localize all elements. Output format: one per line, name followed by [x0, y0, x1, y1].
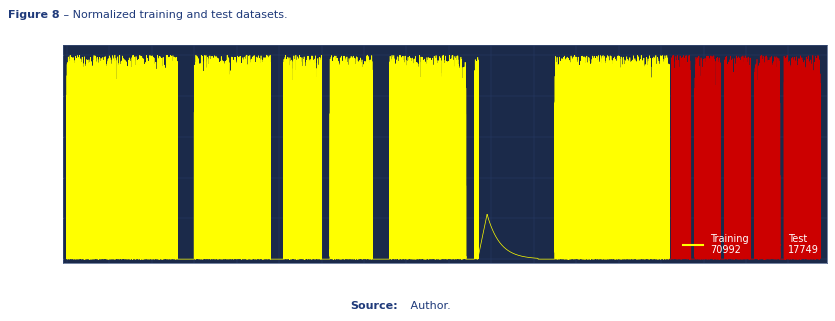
Y-axis label: Temperature: Temperature [28, 121, 38, 187]
Text: Source:: Source: [351, 301, 398, 311]
Text: Author.: Author. [407, 301, 451, 311]
Title: Normalized training and test datasets: Normalized training and test datasets [346, 33, 544, 43]
Legend: Training
70992, Test
17749: Training 70992, Test 17749 [681, 231, 822, 258]
Text: Figure 8: Figure 8 [8, 10, 60, 20]
Text: – Normalized training and test datasets.: – Normalized training and test datasets. [60, 10, 288, 20]
X-axis label: Time: Time [432, 282, 458, 292]
